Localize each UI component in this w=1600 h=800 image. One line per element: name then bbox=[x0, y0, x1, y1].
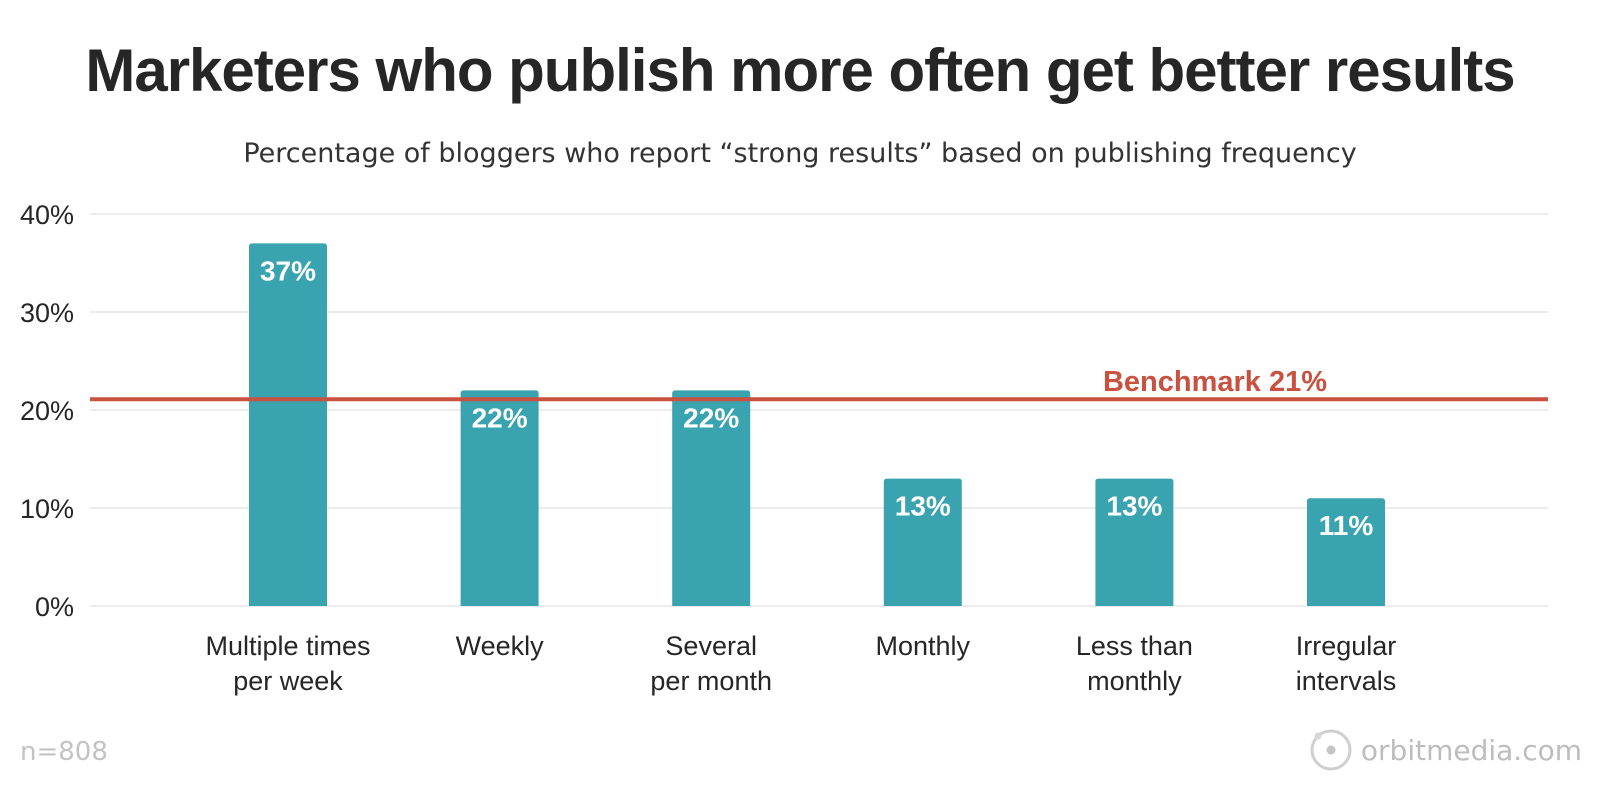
bar bbox=[1307, 498, 1385, 606]
x-tick-label-line: per month bbox=[650, 666, 772, 696]
bar-value-label: 13% bbox=[895, 491, 951, 522]
x-tick-label-line: Monthly bbox=[876, 631, 971, 661]
bars: 37% 22% 22% 13% 13% 11% bbox=[249, 243, 1385, 606]
x-tick-label: Monthly bbox=[876, 631, 971, 661]
bar bbox=[883, 478, 962, 606]
x-tick-label-line: Multiple times bbox=[205, 631, 370, 661]
y-tick-label: 30% bbox=[20, 298, 74, 328]
grid-lines bbox=[90, 213, 1548, 607]
brand-text: orbitmedia.com bbox=[1360, 733, 1582, 767]
bar bbox=[672, 390, 751, 606]
x-tick-label-line: Several bbox=[665, 631, 757, 661]
bar bbox=[460, 390, 539, 606]
bar bbox=[249, 243, 327, 606]
y-tick-label: 0% bbox=[35, 592, 74, 622]
x-tick-label-line: monthly bbox=[1087, 666, 1182, 696]
benchmark: Benchmark 21% bbox=[90, 366, 1548, 402]
y-axis-tick-labels: 0% 10% 20% 30% 40% bbox=[20, 200, 74, 622]
y-tick-label: 10% bbox=[20, 494, 74, 524]
x-tick-label: Irregular intervals bbox=[1296, 631, 1397, 696]
benchmark-label: Benchmark 21% bbox=[1103, 366, 1327, 398]
chart-subtitle: Percentage of bloggers who report “stron… bbox=[243, 138, 1357, 169]
bar-value-label: 37% bbox=[260, 255, 316, 286]
x-tick-label-line: per week bbox=[233, 666, 343, 696]
x-tick-label: Multiple times per week bbox=[205, 631, 370, 696]
y-tick-label: 20% bbox=[20, 396, 74, 426]
x-tick-label: Less than monthly bbox=[1076, 631, 1193, 696]
bar-value-label: 13% bbox=[1106, 491, 1162, 522]
brand-watermark: orbitmedia.com bbox=[1309, 728, 1582, 772]
chart-title: Marketers who publish more often get bet… bbox=[85, 37, 1515, 104]
x-tick-label-line: Less than bbox=[1076, 631, 1193, 661]
bar-value-label: 22% bbox=[472, 402, 528, 433]
bar-value-label: 22% bbox=[683, 402, 739, 433]
sample-size-note: n=808 bbox=[20, 737, 108, 767]
x-tick-label: Weekly bbox=[456, 631, 545, 661]
bar bbox=[1095, 478, 1174, 606]
x-tick-label-line: intervals bbox=[1296, 666, 1397, 696]
bar-value-label: 11% bbox=[1319, 510, 1374, 541]
x-axis-category-labels: Multiple times per week Weekly Several per m… bbox=[205, 631, 1396, 696]
orbit-logo-icon bbox=[1310, 729, 1352, 771]
x-tick-label-line: Weekly bbox=[456, 631, 545, 661]
x-tick-label-line: Irregular bbox=[1296, 631, 1397, 661]
y-tick-label: 40% bbox=[20, 200, 74, 230]
x-tick-label: Several per month bbox=[650, 631, 772, 696]
